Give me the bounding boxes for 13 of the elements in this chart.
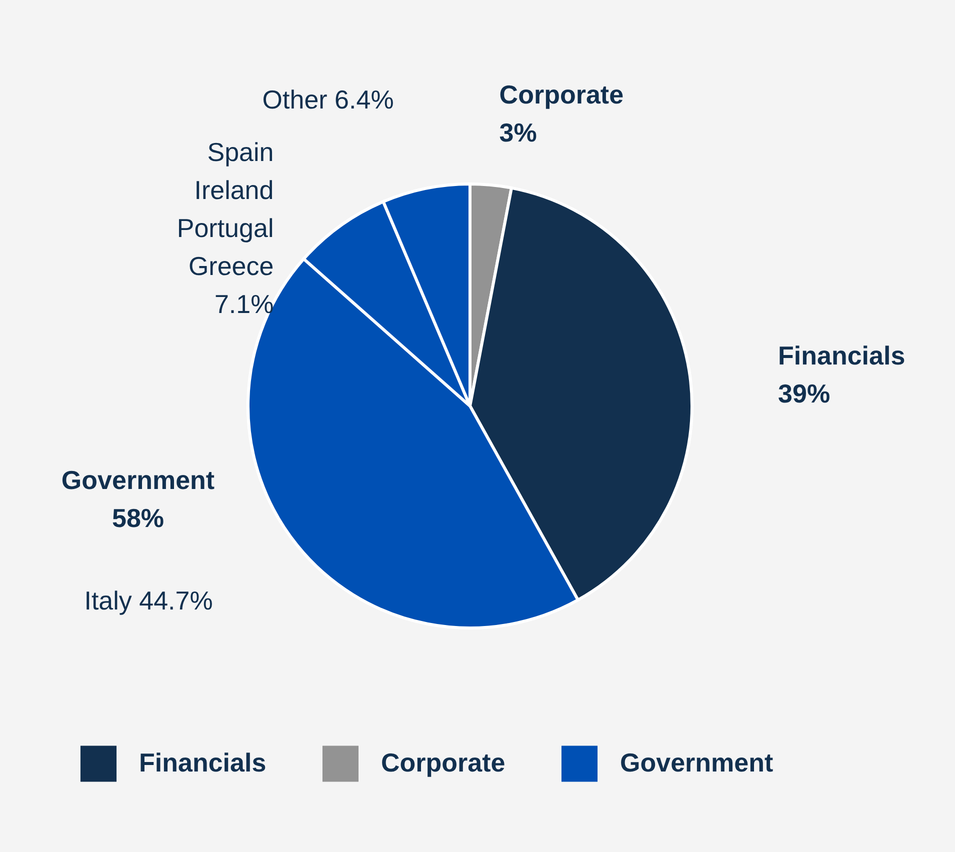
slice-label: Italy 44.7% [84, 586, 213, 616]
slice-label: Corporate [499, 79, 624, 110]
data-label: 7.1% [214, 288, 274, 319]
legend-label: Financials [139, 748, 266, 778]
legend-label: Corporate [381, 748, 506, 778]
slice-label: Financials [778, 340, 906, 370]
slice-label: Spain Ireland Portugal Greece [176, 136, 274, 281]
slice-label: Other 6.4% [262, 84, 394, 114]
data-label: 3% [499, 117, 537, 148]
text: Government [61, 465, 215, 495]
text: Government [620, 748, 774, 778]
text: 58% [112, 503, 164, 533]
data-label: 39% [778, 378, 830, 408]
